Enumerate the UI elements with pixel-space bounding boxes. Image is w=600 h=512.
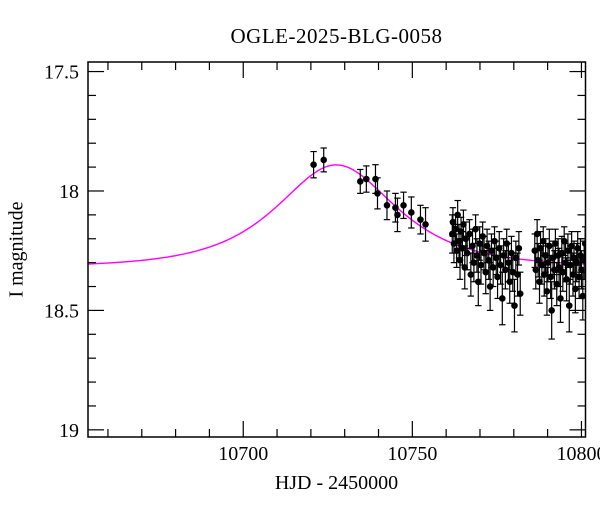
data-point	[572, 264, 579, 314]
data-point	[374, 177, 381, 210]
y-tick-label: 19	[59, 420, 79, 442]
data-point	[559, 252, 567, 292]
data-point	[543, 266, 551, 316]
x-tick-label: 10800	[556, 443, 600, 465]
data-point	[320, 147, 328, 173]
data-point	[506, 259, 514, 304]
data-point	[363, 165, 370, 193]
y-tick-label: 17.5	[44, 62, 79, 84]
data-point	[476, 226, 483, 261]
data-point	[422, 207, 429, 242]
data-point	[546, 228, 553, 264]
data-point	[511, 278, 518, 333]
data-point	[466, 219, 473, 249]
plot-frame	[87, 61, 587, 438]
data-point	[417, 204, 424, 235]
data-point	[557, 273, 564, 323]
data-point	[383, 190, 391, 221]
data-point	[547, 254, 554, 300]
plot-title: OGLE-2025-BLG-0058	[230, 24, 443, 48]
data-point	[394, 197, 401, 233]
data-point	[408, 196, 415, 229]
data-point	[553, 262, 561, 307]
y-tick-label: 18	[59, 181, 79, 203]
data-point	[489, 247, 497, 288]
data-point	[467, 252, 475, 297]
data-point	[310, 150, 317, 179]
data-point	[574, 230, 582, 266]
data-point	[570, 240, 578, 276]
data-point	[480, 235, 488, 271]
data-point	[356, 168, 364, 194]
data-point	[515, 230, 523, 266]
data-point	[400, 191, 407, 220]
data-point	[542, 238, 549, 273]
data-point	[560, 226, 568, 257]
data-point	[565, 278, 573, 333]
data-points	[310, 147, 586, 340]
x-tick-label: 10700	[218, 443, 268, 465]
data-point	[548, 281, 555, 340]
x-tick-label: 10750	[387, 443, 437, 465]
x-axis-label: HJD - 2450000	[274, 472, 399, 494]
data-point	[509, 252, 517, 292]
y-tick-label: 18.5	[44, 300, 79, 322]
model-curve	[88, 164, 586, 265]
y-axis-label: I magnitude	[5, 201, 28, 298]
data-point	[516, 271, 524, 316]
